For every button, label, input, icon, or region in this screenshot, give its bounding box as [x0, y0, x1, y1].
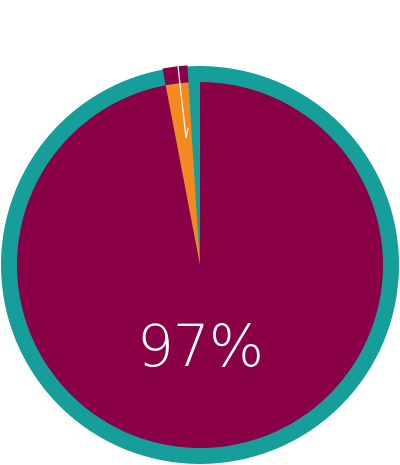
pie-slices: [16, 65, 383, 448]
pie-slice-1: [165, 82, 200, 265]
slice-markers: [177, 65, 189, 139]
pie-slice-2: [188, 81, 200, 265]
pie-slice-0: [16, 82, 383, 448]
slice-leader-line: [177, 65, 189, 139]
center-percentage-label: 97%: [137, 312, 263, 380]
pie-slice-1-ring-notch: [162, 65, 189, 86]
